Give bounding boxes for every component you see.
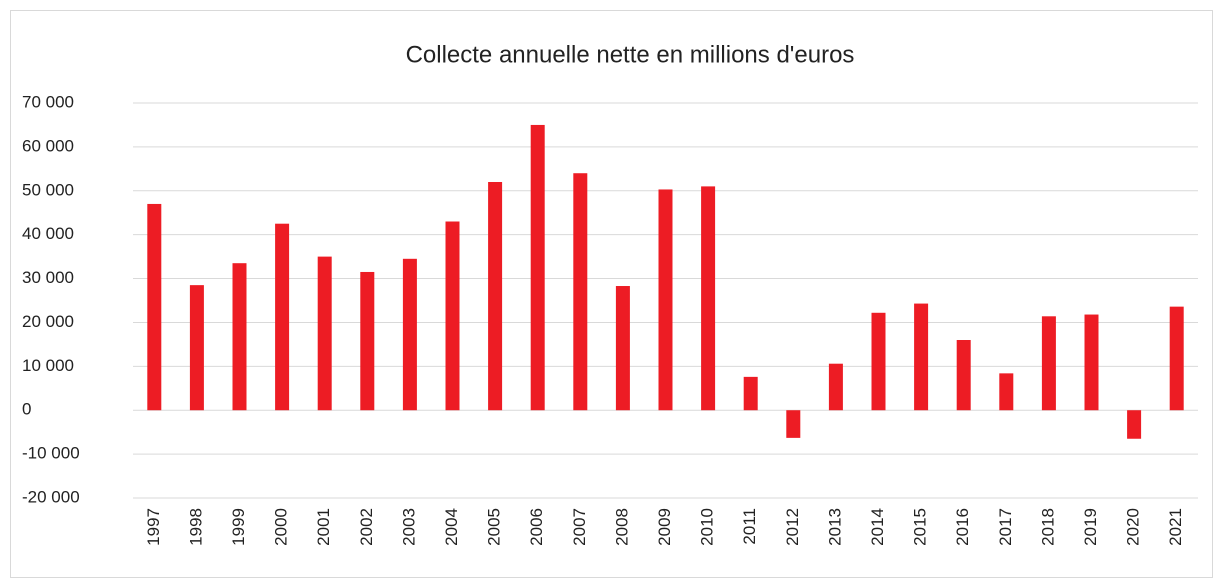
x-tick-label: 2006 bbox=[527, 508, 546, 546]
bar bbox=[232, 263, 247, 411]
bar bbox=[189, 285, 204, 411]
x-tick-label: 2021 bbox=[1166, 508, 1185, 546]
x-tick-label: 2007 bbox=[570, 508, 589, 546]
x-tick-label: 1997 bbox=[144, 508, 163, 546]
bar bbox=[743, 376, 758, 411]
y-tick-label: 50 000 bbox=[22, 180, 74, 199]
chart-title: Collecte annuelle nette en millions d'eu… bbox=[406, 41, 855, 68]
bar bbox=[1084, 314, 1099, 411]
x-tick-label: 2008 bbox=[612, 508, 631, 546]
bar bbox=[1041, 316, 1056, 411]
x-tick-label: 1998 bbox=[186, 508, 205, 546]
bar bbox=[317, 256, 332, 411]
bar bbox=[914, 303, 929, 411]
bar bbox=[615, 286, 630, 411]
x-tick-label: 2018 bbox=[1038, 508, 1057, 546]
bar bbox=[828, 363, 843, 411]
bar bbox=[360, 271, 375, 411]
x-tick-label: 2010 bbox=[698, 508, 717, 546]
y-tick-label: 40 000 bbox=[22, 224, 74, 243]
x-tick-label: 2015 bbox=[911, 508, 930, 546]
chart-border bbox=[10, 10, 1213, 578]
y-tick-label: 10 000 bbox=[22, 356, 74, 375]
bar bbox=[275, 223, 290, 411]
bar bbox=[956, 340, 971, 411]
bar bbox=[1169, 306, 1184, 411]
bar bbox=[701, 186, 716, 411]
x-tick-label: 2011 bbox=[740, 508, 759, 545]
y-tick-label: 20 000 bbox=[22, 312, 74, 331]
x-tick-label: 2000 bbox=[272, 508, 291, 546]
bar bbox=[658, 189, 673, 411]
x-tick-label: 2001 bbox=[314, 508, 333, 546]
x-tick-label: 2005 bbox=[485, 508, 504, 546]
x-tick-label: 2019 bbox=[1081, 508, 1100, 546]
bar bbox=[530, 124, 545, 411]
x-tick-label: 2014 bbox=[868, 508, 887, 546]
y-tick-label: -10 000 bbox=[22, 444, 80, 463]
bar bbox=[573, 173, 588, 411]
bar bbox=[1127, 410, 1142, 439]
x-tick-label: 2020 bbox=[1124, 508, 1143, 546]
x-tick-label: 2009 bbox=[655, 508, 674, 546]
bar bbox=[488, 182, 503, 411]
y-tick-label: 70 000 bbox=[22, 92, 74, 111]
bar bbox=[999, 373, 1014, 411]
x-tick-label: 2003 bbox=[399, 508, 418, 546]
x-tick-label: 2017 bbox=[996, 508, 1015, 546]
bar bbox=[445, 221, 460, 411]
y-tick-label: 0 bbox=[22, 400, 31, 419]
bar bbox=[786, 410, 801, 438]
x-tick-label: 2002 bbox=[357, 508, 376, 546]
x-tick-label: 2016 bbox=[953, 508, 972, 546]
y-tick-label: 30 000 bbox=[22, 268, 74, 287]
y-tick-label: 60 000 bbox=[22, 136, 74, 155]
y-tick-label: -20 000 bbox=[22, 487, 80, 506]
bar bbox=[147, 203, 162, 411]
x-tick-label: 2013 bbox=[825, 508, 844, 546]
bar bbox=[402, 258, 417, 411]
x-tick-label: 1999 bbox=[229, 508, 248, 546]
x-tick-label: 2012 bbox=[783, 508, 802, 546]
x-tick-label: 2004 bbox=[442, 508, 461, 546]
bar bbox=[871, 312, 886, 411]
